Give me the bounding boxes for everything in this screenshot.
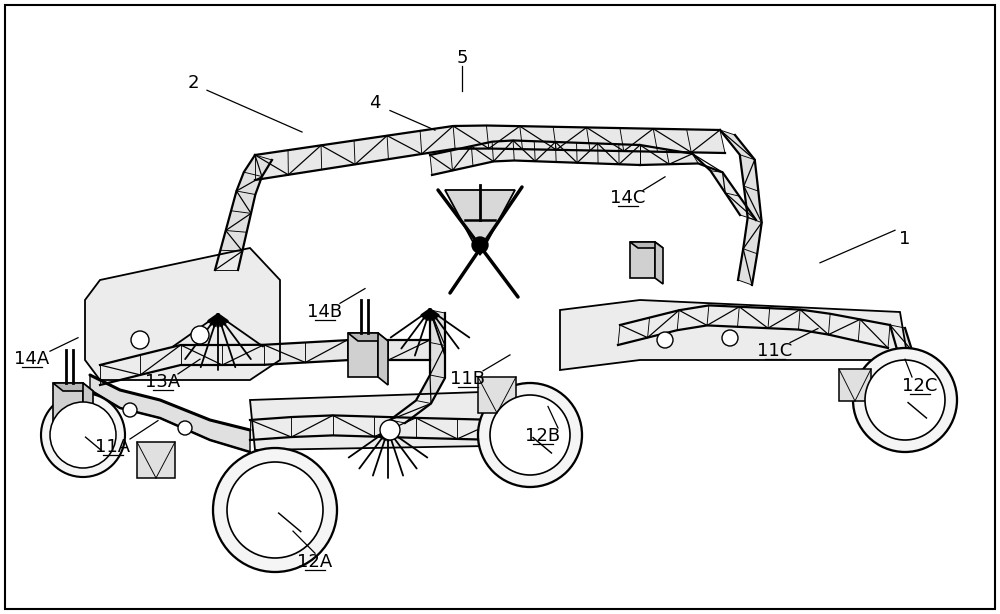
Circle shape <box>227 462 323 558</box>
Circle shape <box>865 360 945 440</box>
Bar <box>478 377 516 413</box>
Polygon shape <box>53 383 83 427</box>
Polygon shape <box>250 415 540 440</box>
Text: 14A: 14A <box>14 350 50 368</box>
Circle shape <box>380 420 400 440</box>
Circle shape <box>213 448 337 572</box>
Text: 4: 4 <box>369 94 381 112</box>
Circle shape <box>41 393 125 477</box>
Polygon shape <box>640 145 756 220</box>
Circle shape <box>478 383 582 487</box>
Polygon shape <box>630 242 663 248</box>
Circle shape <box>490 395 570 475</box>
Text: 12C: 12C <box>902 376 938 395</box>
Polygon shape <box>348 333 388 341</box>
Polygon shape <box>560 300 908 370</box>
Bar <box>839 369 871 401</box>
Text: 14C: 14C <box>610 188 646 207</box>
Polygon shape <box>255 125 725 180</box>
Circle shape <box>178 421 192 435</box>
Circle shape <box>853 348 957 452</box>
Text: 2: 2 <box>187 74 199 92</box>
Text: 12A: 12A <box>297 553 333 571</box>
Polygon shape <box>655 242 663 284</box>
Text: 11B: 11B <box>450 370 486 389</box>
Polygon shape <box>100 340 430 385</box>
Polygon shape <box>630 242 655 278</box>
Polygon shape <box>53 383 93 391</box>
Text: 13A: 13A <box>145 373 181 391</box>
Polygon shape <box>90 375 250 452</box>
Text: 1: 1 <box>899 230 911 249</box>
Bar <box>137 442 175 478</box>
Circle shape <box>722 330 738 346</box>
Circle shape <box>131 331 149 349</box>
Text: 14B: 14B <box>307 303 343 321</box>
Polygon shape <box>390 310 445 423</box>
Polygon shape <box>85 248 280 380</box>
Polygon shape <box>215 155 272 270</box>
Polygon shape <box>430 141 640 175</box>
Polygon shape <box>618 305 890 348</box>
Text: 11C: 11C <box>757 342 793 360</box>
Circle shape <box>123 403 137 417</box>
Polygon shape <box>250 390 545 450</box>
Circle shape <box>472 237 488 253</box>
Text: 5: 5 <box>456 49 468 68</box>
Text: 12B: 12B <box>525 427 561 445</box>
Circle shape <box>657 332 673 348</box>
Polygon shape <box>83 383 93 435</box>
Polygon shape <box>890 325 914 398</box>
Polygon shape <box>720 130 762 285</box>
Circle shape <box>191 326 209 344</box>
Text: 11A: 11A <box>95 438 131 456</box>
Polygon shape <box>445 190 515 255</box>
Circle shape <box>50 402 116 468</box>
Polygon shape <box>348 333 378 377</box>
Polygon shape <box>378 333 388 385</box>
